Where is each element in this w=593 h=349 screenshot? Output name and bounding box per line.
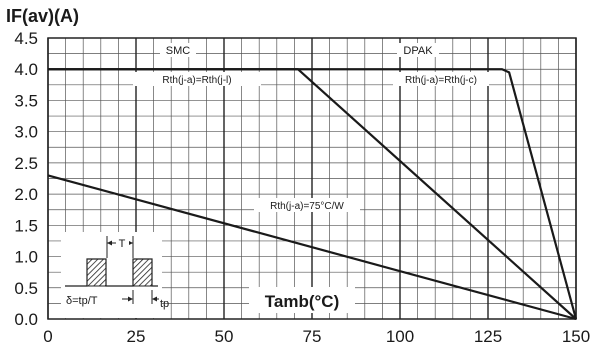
y-tick-label: 4.0	[14, 60, 38, 79]
series-layer	[47, 68, 578, 321]
x-tick-label: 100	[386, 327, 414, 346]
pulse-baseline	[65, 258, 158, 287]
rth-smc-annotation: Rth(j-a)=Rth(j-l)	[133, 72, 261, 86]
rth-free-label: Rth(j-a)=75°C/W	[270, 201, 344, 212]
y-tick-labels: 0.0 0.5 1.0 1.5 2.0 2.5 3.0 3.5 4.0 4.5	[14, 29, 38, 329]
y-tick-label: 3.5	[14, 91, 38, 110]
y-tick-label: 4.5	[14, 29, 38, 48]
y-tick-label: 0.5	[14, 279, 38, 298]
duty-label: δ=tp/T	[66, 295, 98, 307]
y-axis-title: IF(av)(A)	[6, 6, 79, 26]
rth-smc-label: Rth(j-a)=Rth(j-l)	[162, 75, 231, 86]
x-tick-label: 25	[127, 327, 146, 346]
y-tick-label: 3.0	[14, 123, 38, 142]
rth-dpak-annotation: Rth(j-a)=Rth(j-c)	[393, 72, 489, 86]
y-tick-label: 1.5	[14, 216, 38, 235]
period-label: T	[119, 238, 126, 250]
pulse-inset: T δ=tp/T tp	[61, 232, 169, 318]
x-axis-title: Tamb(°C)	[265, 292, 339, 311]
y-tick-label: 2.5	[14, 154, 38, 173]
x-tick-label: 75	[303, 327, 322, 346]
smc-label: SMC	[166, 45, 191, 57]
pulse-1	[86, 258, 107, 287]
rth-free-annotation: Rth(j-a)=75°C/W	[254, 198, 360, 212]
x-axis-title-group: Tamb(°C)	[249, 287, 355, 313]
series-line-3	[48, 68, 578, 320]
dpak-label: DPAK	[403, 45, 433, 57]
dpak-annotation: DPAK	[397, 43, 439, 57]
x-tick-labels: 0 25 50 75 100 125 150	[43, 327, 590, 346]
y-tick-label: 2.0	[14, 185, 38, 204]
plot-frame	[47, 37, 577, 320]
series-line-1	[47, 174, 577, 321]
pulse-width-label: tp	[160, 298, 169, 310]
y-tick-label: 1.0	[14, 248, 38, 267]
x-tick-label: 150	[562, 327, 590, 346]
rth-dpak-label: Rth(j-a)=Rth(j-c)	[405, 75, 477, 86]
x-tick-label: 125	[474, 327, 502, 346]
y-tick-label: 0.0	[14, 310, 38, 329]
smc-annotation: SMC	[160, 43, 196, 57]
x-tick-label: 0	[43, 327, 52, 346]
pulse-2	[132, 258, 153, 287]
x-tick-label: 50	[215, 327, 234, 346]
